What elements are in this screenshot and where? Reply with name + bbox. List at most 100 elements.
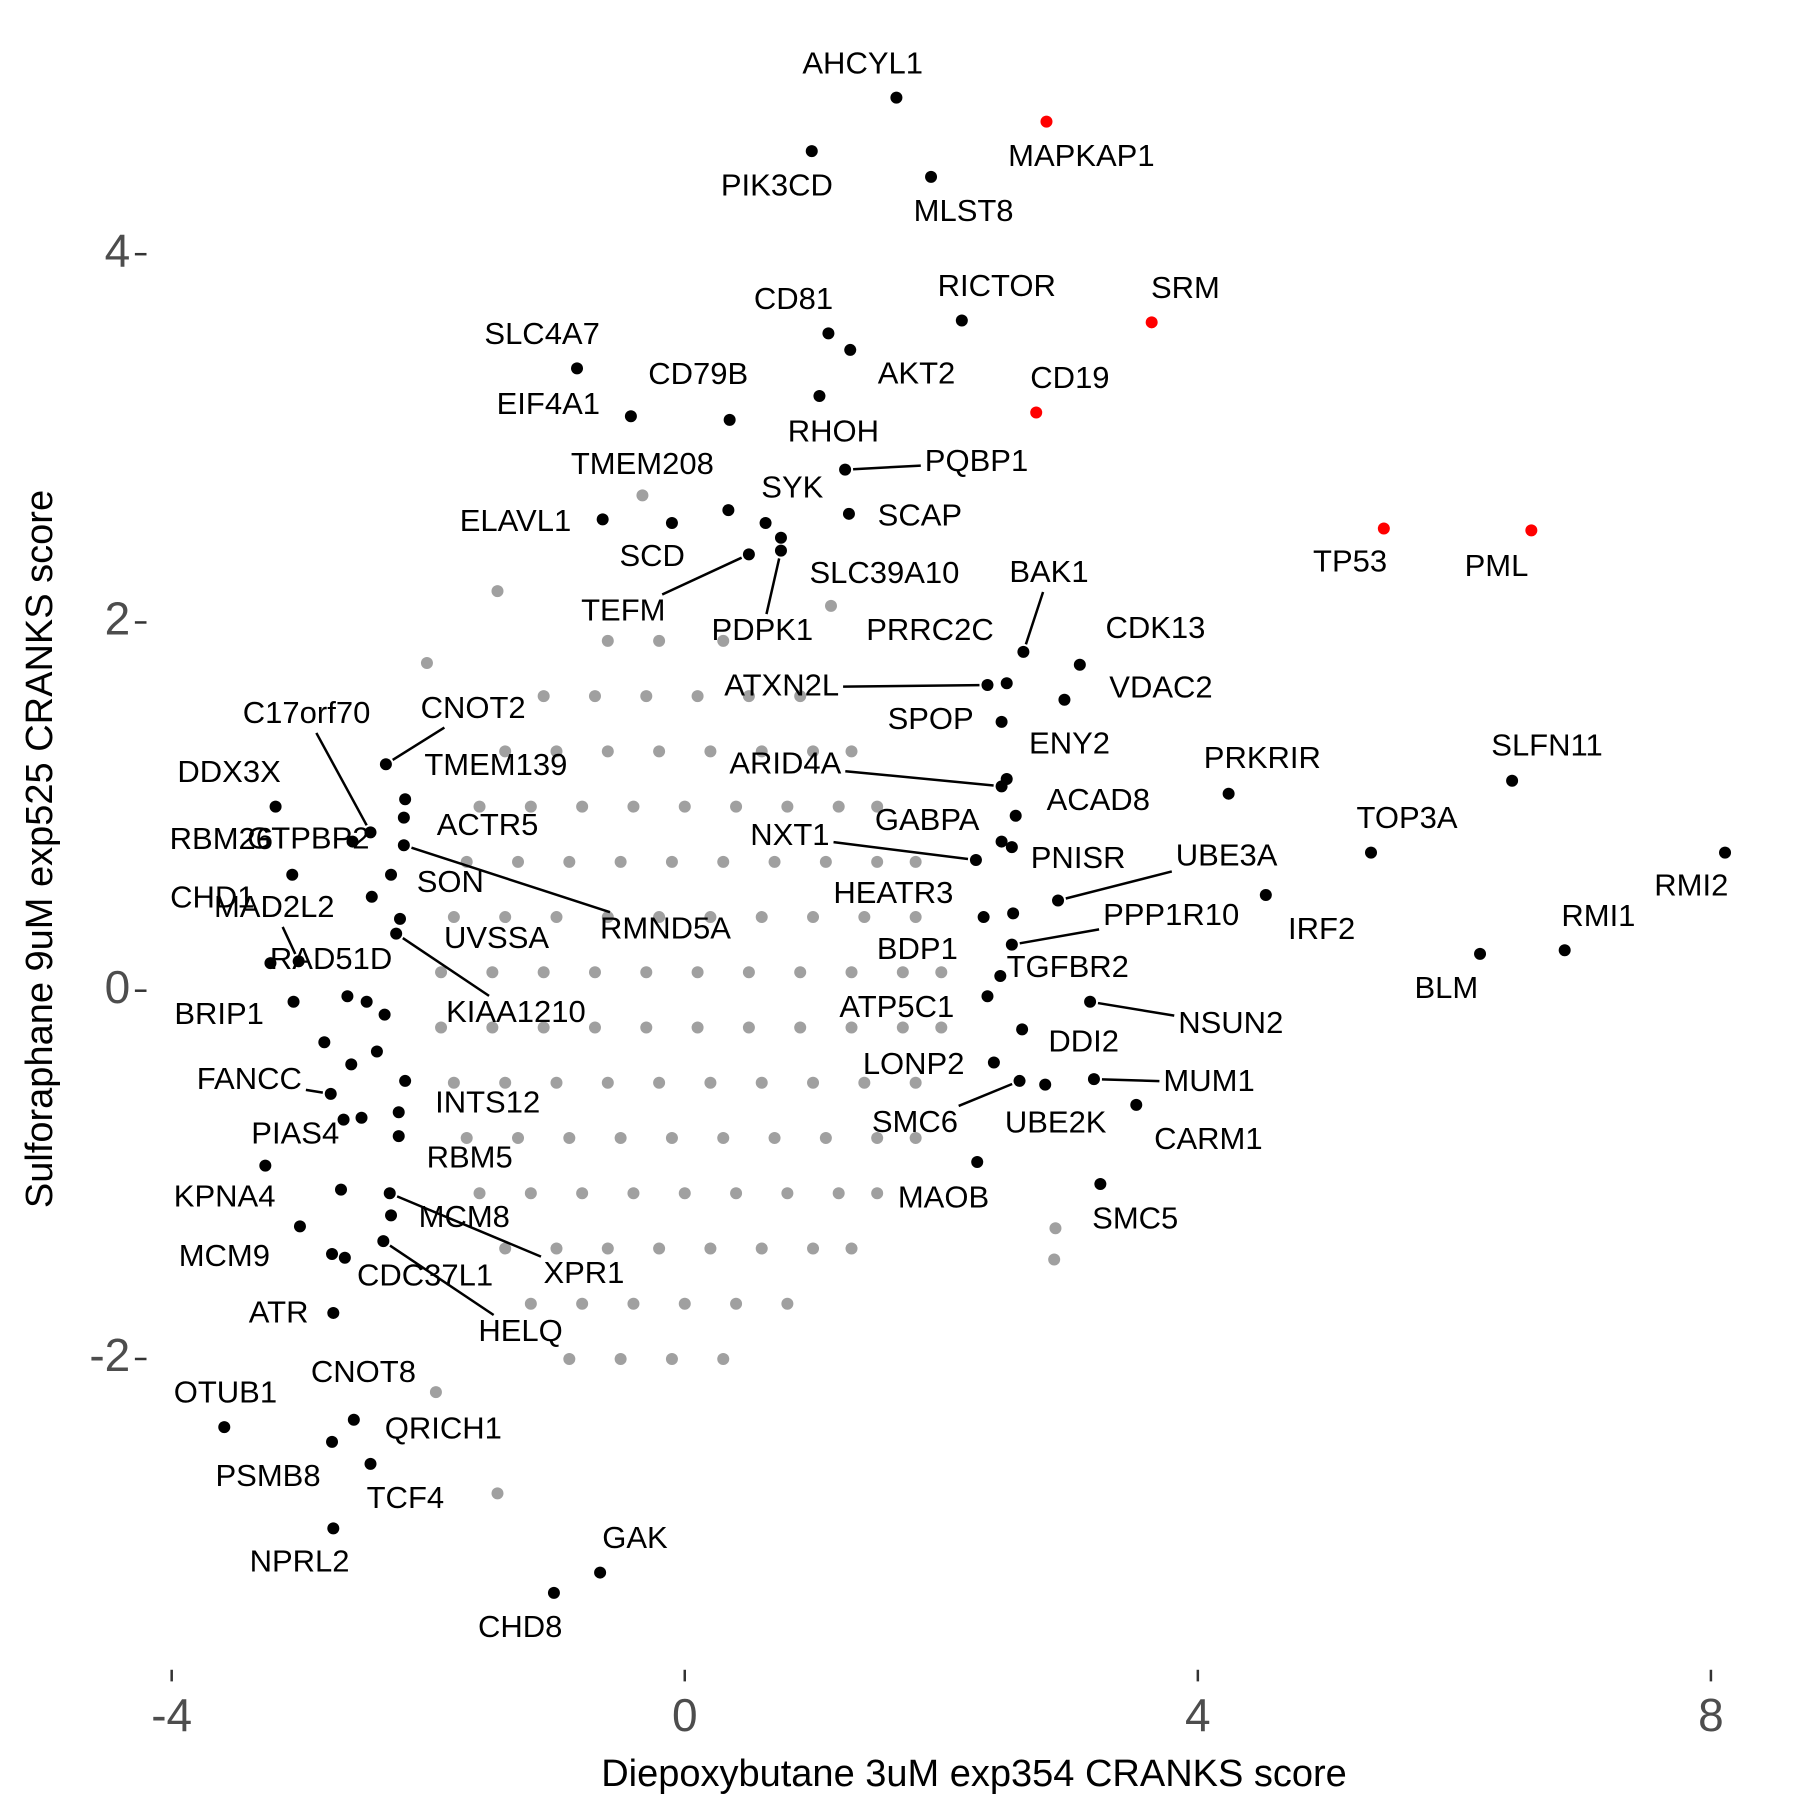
highlight-point [293, 1220, 306, 1233]
background-point [640, 966, 653, 979]
background-point [537, 966, 550, 979]
point-label: QRICH1 [385, 1410, 502, 1445]
highlight-point [327, 1306, 340, 1319]
background-point [653, 1242, 666, 1255]
background-point [896, 1021, 909, 1034]
highlight-point [813, 389, 826, 402]
highlight-point [377, 1235, 390, 1248]
background-point [512, 1132, 525, 1145]
point-label: CHD1 [170, 879, 254, 914]
leader-line [1101, 1078, 1160, 1083]
background-point [420, 656, 433, 669]
highlight-point [335, 1183, 348, 1196]
background-point [730, 1297, 743, 1310]
point-label: PPP1R10 [1103, 897, 1239, 932]
highlight-point [1040, 115, 1053, 128]
point-label: RMND5A [600, 910, 731, 945]
highlight-point [1130, 1098, 1143, 1111]
point-label: SLC4A7 [484, 316, 599, 351]
highlight-point [1073, 658, 1086, 671]
point-label: TCF4 [367, 1480, 445, 1515]
highlight-point [364, 826, 377, 839]
background-point [781, 1297, 794, 1310]
background-point [794, 966, 807, 979]
point-label: CNOT2 [421, 690, 526, 725]
point-label: SPOP [888, 701, 974, 736]
point-label: RICTOR [938, 268, 1056, 303]
highlight-point [399, 793, 412, 806]
background-point [845, 1021, 858, 1034]
background-point [614, 855, 627, 868]
background-point [1049, 1222, 1062, 1235]
leader-line [1024, 591, 1045, 645]
point-label: PSMB8 [216, 1458, 321, 1493]
highlight-point [360, 995, 373, 1008]
highlight-point [1030, 406, 1043, 419]
background-point [717, 1352, 730, 1365]
background-point [794, 1021, 807, 1034]
background-point [755, 745, 768, 758]
background-point [871, 1132, 884, 1145]
background-point [755, 1076, 768, 1089]
point-label: SCD [619, 538, 684, 573]
point-label: IRF2 [1288, 911, 1355, 946]
background-point [819, 1132, 832, 1145]
background-point [845, 966, 858, 979]
leader-line [392, 726, 446, 762]
highlight-point [1506, 774, 1519, 787]
background-point [935, 1021, 948, 1034]
background-point [730, 1187, 743, 1200]
background-point [1048, 1253, 1061, 1266]
point-label: TGFBR2 [1007, 949, 1129, 984]
background-point [909, 855, 922, 868]
background-point [909, 1132, 922, 1145]
leader-line [411, 846, 611, 914]
highlight-point [723, 413, 736, 426]
point-label: HELQ [478, 1313, 562, 1348]
y-tick-label: -2 [89, 1329, 130, 1381]
point-label: BLM [1414, 970, 1478, 1005]
background-point [491, 585, 504, 598]
point-label: DDX3X [177, 754, 281, 789]
highlight-point [1058, 693, 1071, 706]
highlight-point [1222, 787, 1235, 800]
highlight-point [925, 170, 938, 183]
highlight-point [383, 1187, 396, 1200]
background-point [653, 1076, 666, 1089]
background-point [781, 800, 794, 813]
highlight-point [345, 1058, 358, 1071]
point-label: PIAS4 [251, 1115, 339, 1150]
point-label: CHD8 [478, 1609, 562, 1644]
highlight-point [1087, 1073, 1100, 1086]
highlight-point [269, 800, 282, 813]
background-point [742, 690, 755, 703]
point-label: PNISR [1031, 840, 1126, 875]
background-point [858, 911, 871, 924]
point-label: FANCC [197, 1061, 302, 1096]
point-label: TMEM139 [424, 747, 567, 782]
highlight-point [1007, 907, 1020, 920]
point-label: CDK13 [1105, 610, 1205, 645]
point-label: ENY2 [1029, 725, 1110, 760]
leader-line [843, 683, 980, 688]
point-label: ACAD8 [1047, 782, 1150, 817]
background-point [601, 745, 614, 758]
highlight-point [1259, 888, 1272, 901]
leader-line [1019, 928, 1100, 945]
background-point [794, 690, 807, 703]
background-point [524, 1297, 537, 1310]
highlight-point [397, 839, 410, 852]
highlight-point [392, 1106, 405, 1119]
highlight-point [547, 1586, 560, 1599]
highlight-point [596, 513, 609, 526]
background-point [819, 855, 832, 868]
background-point [691, 1021, 704, 1034]
point-label: RHOH [788, 413, 879, 448]
background-point [755, 911, 768, 924]
background-point [935, 966, 948, 979]
highlight-point [385, 868, 398, 881]
background-point [435, 966, 448, 979]
point-label: ATP5C1 [839, 989, 954, 1024]
